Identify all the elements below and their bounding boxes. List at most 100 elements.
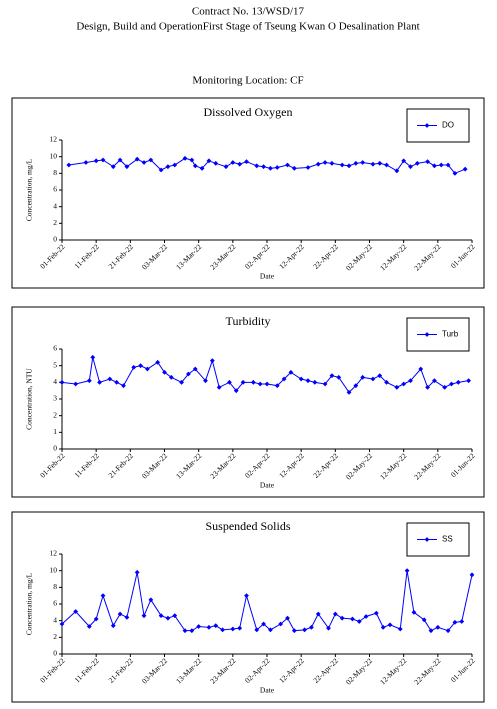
y-tick-label: 4: [53, 377, 57, 386]
data-point: [121, 383, 126, 389]
data-point: [387, 622, 393, 628]
data-point: [384, 379, 389, 385]
data-point: [172, 613, 178, 619]
data-point: [73, 381, 79, 387]
data-point: [233, 388, 239, 394]
data-point: [158, 613, 164, 619]
data-point: [452, 619, 458, 625]
x-tick-label: 22-Apr-22: [311, 451, 340, 480]
chart-title: Suspended Solids: [205, 519, 290, 533]
data-point: [350, 616, 355, 622]
data-point: [288, 369, 294, 375]
x-tick-label: 11-Feb-22: [73, 451, 101, 479]
x-axis-label: Date: [260, 481, 275, 490]
data-point: [138, 363, 143, 369]
data-point: [329, 160, 335, 166]
data-point: [408, 164, 413, 170]
data-point: [254, 627, 260, 633]
data-point: [209, 358, 215, 364]
chart-title: Turbidity: [226, 314, 271, 328]
data-point: [189, 628, 195, 634]
data-point: [261, 621, 266, 627]
location-title: Monitoring Location: CF: [192, 75, 303, 87]
x-tick-label: 22-May-22: [412, 242, 442, 272]
data-point: [107, 376, 113, 382]
data-point: [172, 162, 178, 168]
x-tick-label: 03-Mar-22: [140, 242, 169, 271]
data-point: [223, 164, 229, 170]
data-point: [158, 167, 164, 173]
x-tick-label: 11-Feb-22: [73, 242, 101, 270]
data-point: [418, 366, 424, 372]
y-tick-label: 8: [53, 582, 57, 591]
x-axis-label: Date: [260, 272, 275, 281]
y-tick-label: 8: [53, 168, 57, 177]
data-point: [377, 160, 383, 166]
data-point: [438, 162, 444, 168]
data-point: [261, 164, 266, 170]
legend-label: DO: [442, 121, 454, 130]
data-point: [298, 376, 304, 382]
data-point: [73, 609, 79, 614]
x-tick-label: 21-Feb-22: [107, 242, 136, 271]
data-point: [148, 597, 154, 603]
y-axis-label: Concentration, mg/L: [25, 158, 34, 221]
data-point: [452, 170, 458, 176]
data-point: [432, 163, 437, 169]
data-point: [244, 593, 249, 599]
data-point: [305, 378, 311, 384]
y-tick-label: 6: [53, 599, 57, 608]
data-point: [213, 160, 219, 166]
data-point: [455, 379, 461, 385]
data-point: [380, 624, 386, 630]
legend-marker: [424, 123, 430, 128]
data-point: [312, 379, 318, 385]
data-point: [336, 374, 342, 380]
y-tick-label: 6: [53, 185, 57, 194]
y-tick-label: 0: [53, 444, 57, 453]
data-point: [148, 157, 154, 163]
data-point: [346, 163, 352, 169]
data-point: [203, 378, 208, 384]
data-point: [370, 376, 376, 382]
chart-frame: [11, 306, 485, 498]
x-tick-label: 01-Jun-22: [449, 242, 477, 270]
data-point: [445, 628, 451, 634]
data-point: [274, 165, 280, 170]
data-point: [394, 384, 400, 390]
data-point: [384, 162, 389, 168]
data-point: [397, 626, 403, 632]
x-tick-label: 22-May-22: [412, 656, 442, 686]
data-point: [186, 371, 191, 377]
data-point: [404, 568, 410, 574]
data-point: [339, 162, 345, 168]
data-point: [117, 611, 123, 617]
data-point: [134, 569, 140, 575]
legend-label: SS: [442, 535, 453, 544]
x-tick-label: 23-Mar-22: [208, 656, 237, 685]
data-point: [192, 366, 198, 372]
x-tick-label: 12-May-22: [378, 242, 408, 272]
data-point: [309, 624, 314, 630]
y-tick-label: 10: [50, 565, 58, 574]
data-point: [411, 609, 417, 615]
x-tick-label: 12-May-22: [378, 451, 408, 481]
y-axis-label: Concentration, mg/L: [25, 572, 34, 635]
x-tick-label: 01-Feb-22: [38, 451, 67, 480]
data-point: [435, 624, 441, 630]
data-point: [315, 161, 321, 167]
data-point: [459, 619, 465, 624]
x-tick-label: 12-Apr-22: [277, 656, 306, 685]
y-tick-label: 2: [53, 410, 57, 419]
x-tick-label: 03-Mar-22: [140, 451, 169, 480]
y-tick-label: 5: [53, 360, 57, 369]
x-axis-label: Date: [260, 686, 275, 695]
data-point: [100, 593, 106, 599]
legend-box: [406, 108, 470, 143]
data-point: [192, 163, 198, 169]
y-tick-label: 3: [53, 394, 57, 403]
y-tick-label: 2: [53, 632, 57, 641]
data-point: [401, 158, 407, 164]
x-tick-label: 22-May-22: [412, 451, 442, 481]
